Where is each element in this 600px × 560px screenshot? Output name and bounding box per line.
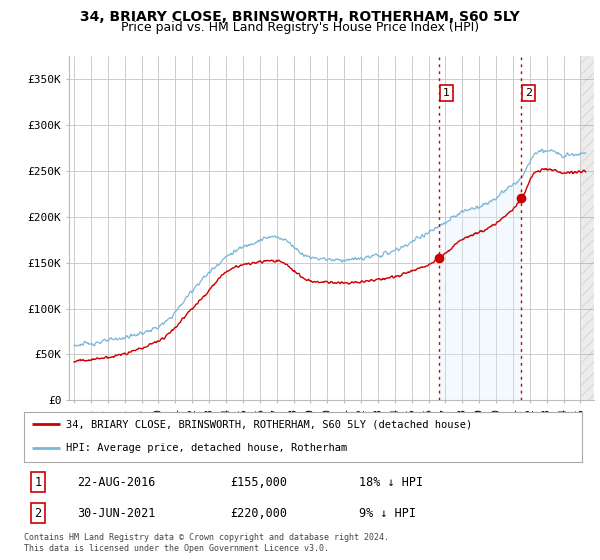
Text: 2: 2 [525, 88, 532, 98]
Text: 2: 2 [34, 507, 41, 520]
Text: Contains HM Land Registry data © Crown copyright and database right 2024.
This d: Contains HM Land Registry data © Crown c… [24, 533, 389, 553]
Text: HPI: Average price, detached house, Rotherham: HPI: Average price, detached house, Roth… [66, 443, 347, 453]
Text: £220,000: £220,000 [230, 507, 287, 520]
Text: 1: 1 [34, 475, 41, 489]
Text: 1: 1 [443, 88, 450, 98]
Text: 9% ↓ HPI: 9% ↓ HPI [359, 507, 416, 520]
Text: 34, BRIARY CLOSE, BRINSWORTH, ROTHERHAM, S60 5LY (detached house): 34, BRIARY CLOSE, BRINSWORTH, ROTHERHAM,… [66, 419, 472, 429]
Text: 18% ↓ HPI: 18% ↓ HPI [359, 475, 423, 489]
Text: Price paid vs. HM Land Registry's House Price Index (HPI): Price paid vs. HM Land Registry's House … [121, 21, 479, 34]
Text: 30-JUN-2021: 30-JUN-2021 [77, 507, 155, 520]
Text: 22-AUG-2016: 22-AUG-2016 [77, 475, 155, 489]
Text: £155,000: £155,000 [230, 475, 287, 489]
Text: 34, BRIARY CLOSE, BRINSWORTH, ROTHERHAM, S60 5LY: 34, BRIARY CLOSE, BRINSWORTH, ROTHERHAM,… [80, 10, 520, 24]
Bar [581, 56, 594, 400]
